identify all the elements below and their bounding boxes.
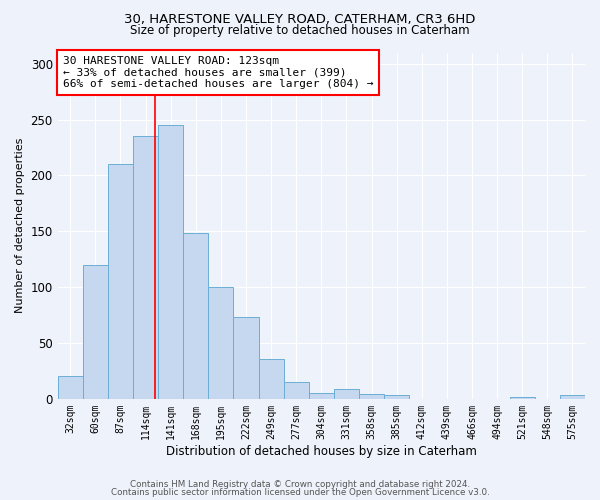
Bar	[284, 382, 309, 399]
Bar	[233, 318, 259, 399]
Bar	[259, 358, 284, 399]
X-axis label: Distribution of detached houses by size in Caterham: Distribution of detached houses by size …	[166, 444, 477, 458]
Bar	[334, 389, 359, 399]
Bar	[384, 396, 409, 399]
Bar	[560, 396, 585, 399]
Bar	[309, 393, 334, 399]
Bar	[509, 396, 535, 399]
Text: Contains public sector information licensed under the Open Government Licence v3: Contains public sector information licen…	[110, 488, 490, 497]
Bar	[183, 234, 208, 399]
Bar	[83, 265, 108, 399]
Bar	[208, 287, 233, 399]
Text: Size of property relative to detached houses in Caterham: Size of property relative to detached ho…	[130, 24, 470, 37]
Text: Contains HM Land Registry data © Crown copyright and database right 2024.: Contains HM Land Registry data © Crown c…	[130, 480, 470, 489]
Bar	[359, 394, 384, 399]
Bar	[58, 376, 83, 399]
Bar	[108, 164, 133, 399]
Text: 30 HARESTONE VALLEY ROAD: 123sqm
← 33% of detached houses are smaller (399)
66% : 30 HARESTONE VALLEY ROAD: 123sqm ← 33% o…	[63, 56, 373, 89]
Bar	[158, 125, 183, 399]
Text: 30, HARESTONE VALLEY ROAD, CATERHAM, CR3 6HD: 30, HARESTONE VALLEY ROAD, CATERHAM, CR3…	[124, 12, 476, 26]
Y-axis label: Number of detached properties: Number of detached properties	[15, 138, 25, 314]
Bar	[133, 136, 158, 399]
